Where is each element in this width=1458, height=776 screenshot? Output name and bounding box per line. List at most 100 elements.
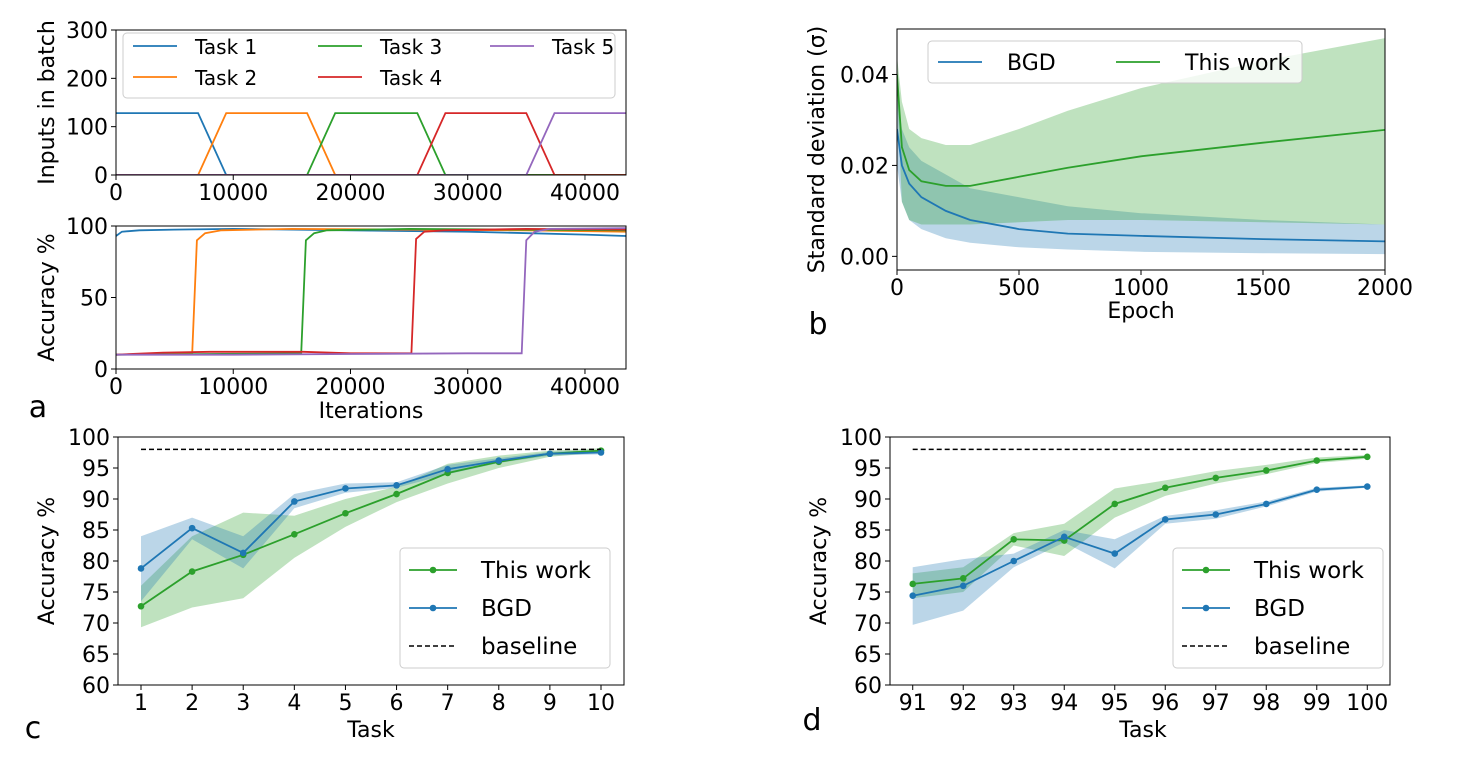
x-tick-label: 98 [1252,691,1280,716]
confidence-band-this-work [897,38,1385,225]
panel-label: b [808,307,827,342]
data-point-bgd [546,450,554,458]
data-point-bgd [1111,550,1119,557]
legend-label: Task 3 [379,35,442,59]
data-point-bgd [188,524,196,532]
x-tick-label: 1000 [1113,276,1169,301]
y-tick-label: 90 [854,488,882,513]
x-tick-label: 100 [1346,691,1388,716]
legend-label: BGD [1007,51,1056,76]
y-tick-label: 70 [854,612,882,637]
y-tick-label: 65 [854,643,882,668]
x-tick-label: 20000 [315,181,385,206]
y-tick-label: 95 [82,457,110,482]
data-point-this-work [393,490,400,498]
legend: Task 1 Task 2 Task 3 Task 4 Task 5 [122,32,616,99]
legend-label: Task 2 [194,66,257,90]
data-point-bgd [1060,533,1068,541]
confidence-band-this-work [912,455,1368,599]
legend: BGD This work [927,40,1303,84]
series-line-bgd [897,128,1385,243]
x-tick-label: 1500 [1235,276,1291,301]
data-point-bgd [239,549,247,557]
data-point-this-work [188,568,196,575]
y-tick-label: 95 [854,457,882,482]
series-line-task-2 [116,112,626,175]
series-line-this-work [897,74,1385,187]
data-point-this-work [342,509,349,517]
x-tick-label: 9 [543,691,557,716]
y-tick-label: 0 [94,164,108,189]
legend-label: This work [1253,558,1365,584]
panel-label: a [29,390,47,425]
series-line-task-5 [116,227,626,356]
plot-area [897,38,1385,255]
legend-box [1172,547,1384,669]
data-point-this-work [1111,500,1119,508]
data-point-bgd [1363,483,1371,490]
plot-area [116,227,626,356]
confidence-band-bgd [912,485,1368,625]
data-point-bgd [393,482,400,489]
x-tick-label: 2 [185,691,199,716]
x-tick-label: 92 [949,691,977,716]
x-tick-label: 95 [1101,691,1129,716]
x-tick-label: 20000 [315,375,385,400]
confidence-band-this-work [141,448,601,628]
x-tick-label: 0 [109,181,123,206]
legend-label: Task 5 [551,35,614,59]
x-tick-label: 10000 [198,181,268,206]
chart-panel-d: 91 92 93 94 95 96 97 98 99 100 60 65 70 75 80 85 90 95 100… [802,426,1391,743]
x-tick-label: 30000 [433,181,503,206]
y-tick-label: 80 [854,550,882,575]
plot-area [137,447,605,628]
x-tick-label: 5 [338,691,352,716]
x-tick-label: 3 [236,691,250,716]
chart-panel-b: 0 500 1000 1500 2000 0.00 0.02 0.04 Standard dev… [805,26,1413,342]
data-point-this-work [137,602,145,610]
y-tick-label: 65 [82,643,110,668]
data-point-bgd [959,582,967,590]
legend-label: This work [480,558,592,584]
data-point-this-work [1212,474,1220,482]
axes-frame [115,29,627,176]
x-tick-label: 1 [134,691,148,716]
legend-label: BGD [1254,596,1305,622]
data-point-bgd [1313,486,1321,494]
y-tick-label: 85 [82,519,110,544]
x-axis-label: Iterations [319,399,424,424]
legend-label: Task 1 [194,35,257,59]
series-line-task-4 [116,112,626,175]
x-tick-label: 91 [899,691,927,716]
confidence-band-bgd [897,92,1385,255]
plot-area [909,448,1371,625]
x-tick-label: 2000 [1357,276,1413,301]
legend: This work BGD baseline [1172,547,1384,669]
data-point-bgd [597,449,605,456]
y-tick-label: 60 [854,674,882,699]
x-tick-label: 40000 [550,181,620,206]
y-tick-label: 100 [840,426,882,451]
y-tick-label: 0 [94,358,108,383]
y-tick-label: 70 [82,612,110,637]
data-point-bgd [1010,557,1018,565]
data-point-bgd [291,498,298,505]
x-tick-label: 93 [1000,691,1028,716]
x-tick-label: 99 [1303,691,1331,716]
legend-box [122,32,616,99]
x-tick-label: 97 [1202,691,1230,716]
x-tick-label: 7 [441,691,455,716]
panel-label: c [25,711,42,746]
x-tick-label: 6 [390,691,404,716]
y-tick-label: 300 [66,19,108,44]
y-tick-label: 0.00 [840,245,889,270]
legend-marker [1202,604,1210,612]
y-tick-label: 0.02 [840,154,889,179]
legend-box [399,547,611,669]
legend: This work BGD baseline [399,547,611,669]
data-point-this-work [959,575,967,582]
y-tick-label: 80 [82,550,110,575]
data-point-this-work [291,531,298,538]
legend-label: This work [1184,51,1290,76]
